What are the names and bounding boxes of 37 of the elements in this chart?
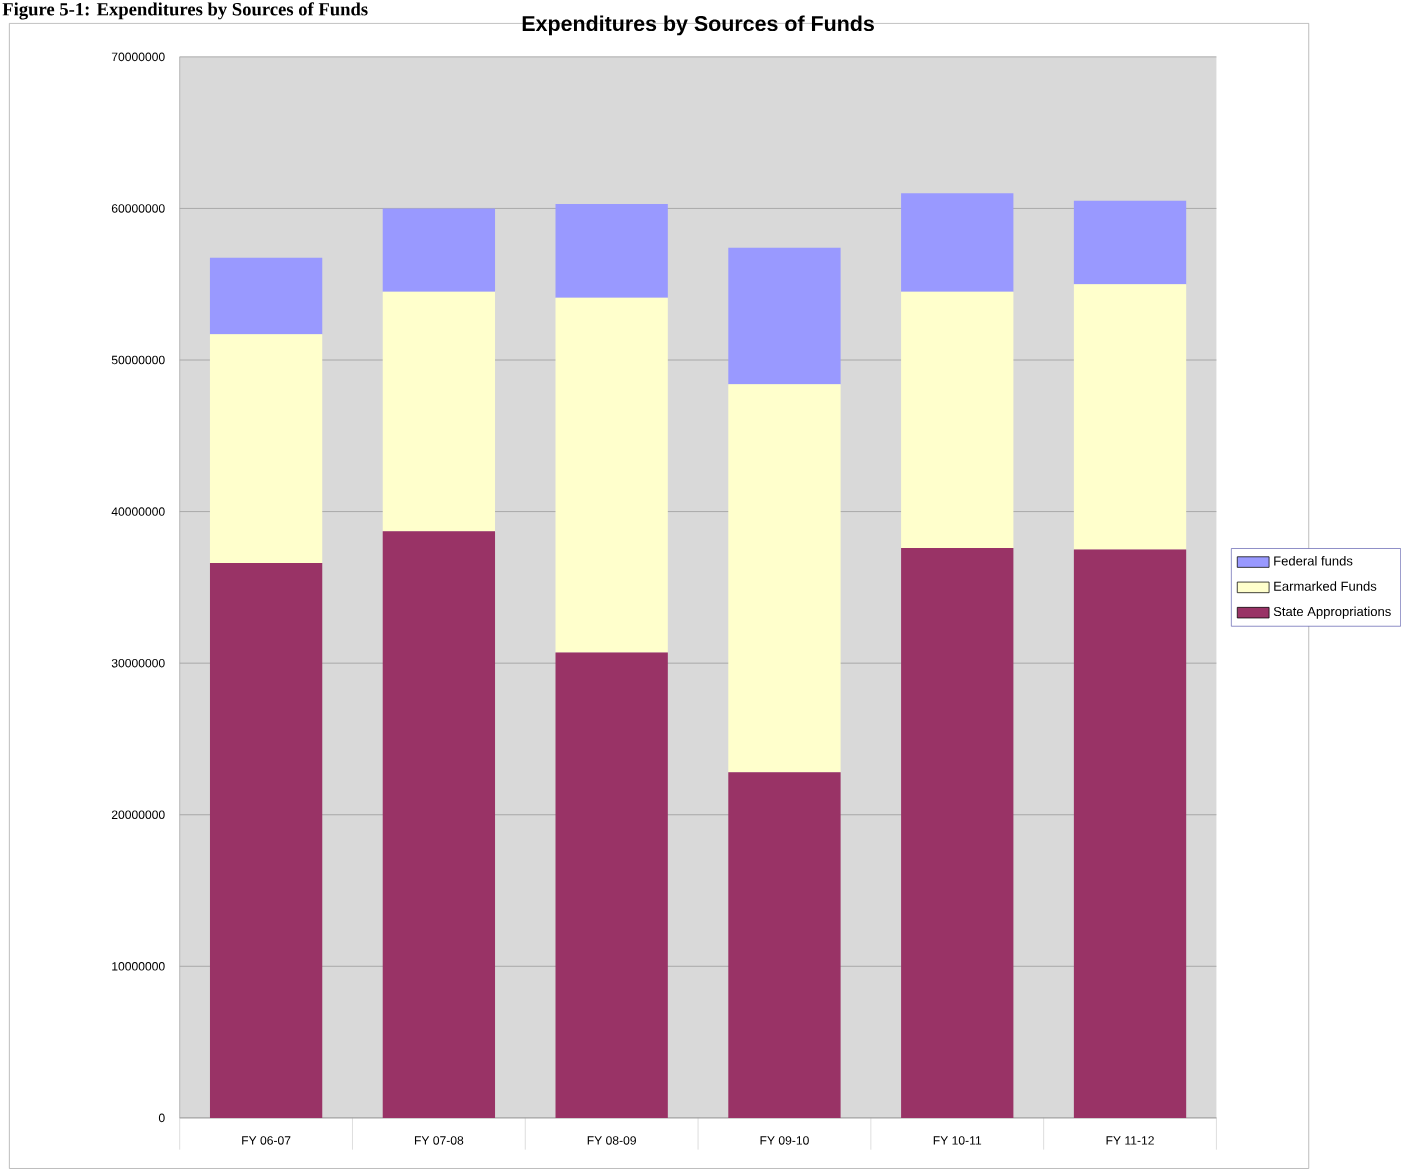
bar xyxy=(209,562,323,1118)
bar xyxy=(555,652,668,1118)
x-tick-label: FY 07-08 xyxy=(414,1135,464,1145)
bar xyxy=(728,772,841,1118)
y-tick-label: 10000000 xyxy=(112,961,165,971)
y-tick-label: 50000000 xyxy=(111,355,165,365)
y-tick-label: 30000000 xyxy=(111,658,165,668)
y-tick-label: 40000000 xyxy=(111,507,165,516)
bar xyxy=(901,193,1014,292)
bar xyxy=(555,203,668,298)
bar xyxy=(901,291,1014,548)
chart-title: Expenditures by Sources of Funds xyxy=(522,15,874,36)
caption: Figure 5-1: Expenditures by Sources of Funds xyxy=(2,2,368,20)
bar xyxy=(1073,284,1187,550)
bar xyxy=(555,297,668,653)
bar xyxy=(901,547,1014,1118)
bar xyxy=(1073,200,1187,285)
x-tick-label: FY 09-10 xyxy=(760,1135,809,1145)
bar xyxy=(209,257,323,335)
x-tick-label: FY 10-11 xyxy=(933,1135,982,1145)
y-tick-label: 70000000 xyxy=(111,52,165,61)
legend-label: Earmarked Funds xyxy=(1274,581,1377,591)
bar xyxy=(728,384,841,773)
bar xyxy=(382,531,496,1118)
x-tick-label: FY 08-09 xyxy=(587,1135,636,1145)
y-tick-label: 60000000 xyxy=(111,203,165,213)
bar xyxy=(728,247,841,385)
x-tick-label: FY 06-07 xyxy=(242,1135,291,1145)
legend-label: Federal funds xyxy=(1274,555,1353,566)
y-tick-label: 0 xyxy=(158,1113,165,1122)
x-tick-label: FY 11-12 xyxy=(1106,1135,1154,1145)
y-tick-label: 20000000 xyxy=(111,810,165,819)
bar xyxy=(1073,549,1187,1118)
bar xyxy=(382,208,496,292)
bar xyxy=(382,291,496,532)
legend-label: State Appropriations xyxy=(1273,606,1391,619)
bar xyxy=(209,334,323,563)
